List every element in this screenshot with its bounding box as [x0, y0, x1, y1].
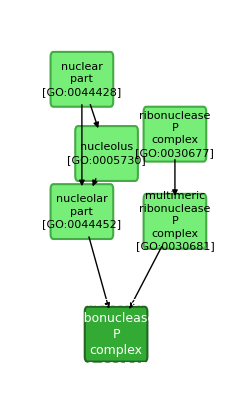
FancyBboxPatch shape — [75, 126, 138, 181]
Text: nucleolus
[GO:0005730]: nucleolus [GO:0005730] — [67, 142, 146, 165]
FancyBboxPatch shape — [85, 307, 147, 362]
FancyBboxPatch shape — [50, 52, 113, 107]
Text: ribonuclease
P
complex
[GO:0030677]: ribonuclease P complex [GO:0030677] — [135, 111, 214, 158]
Text: nucleolar
part
[GO:0044452]: nucleolar part [GO:0044452] — [42, 194, 122, 229]
Text: multimeric
ribonuclease
P
complex
[GO:0030681]: multimeric ribonuclease P complex [GO:00… — [135, 191, 214, 251]
Text: nucleolar
ribonuclease
P
complex
[GO:0005655]: nucleolar ribonuclease P complex [GO:000… — [71, 296, 161, 372]
Text: nuclear
part
[GO:0044428]: nuclear part [GO:0044428] — [42, 62, 122, 97]
FancyBboxPatch shape — [144, 107, 206, 162]
FancyBboxPatch shape — [50, 184, 113, 239]
FancyBboxPatch shape — [144, 194, 206, 249]
